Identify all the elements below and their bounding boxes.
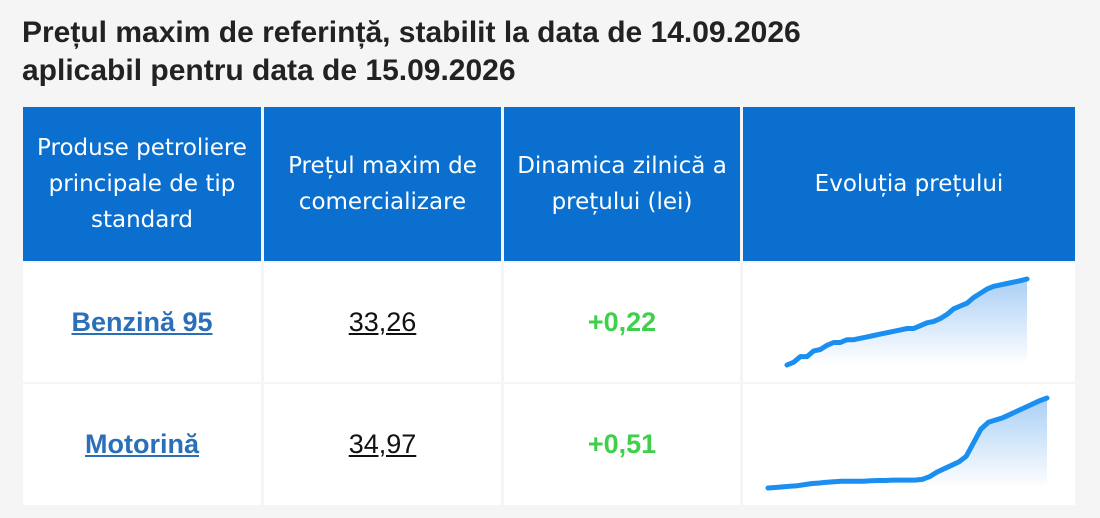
- price-link[interactable]: 33,26: [348, 307, 417, 337]
- sparkline-area: [787, 279, 1027, 365]
- header-price-evolution: Evoluția prețului: [743, 107, 1075, 261]
- title-line-2: aplicabil pentru data de 15.09.2026: [22, 54, 516, 87]
- table-row-product-cell: Benzină 95: [23, 263, 261, 382]
- header-products: Produse petroliere principale de tip sta…: [23, 107, 261, 261]
- table-row-chart-cell: [743, 384, 1075, 505]
- table-row-chart-cell: [743, 263, 1075, 382]
- daily-change-value: +0,22: [587, 307, 657, 337]
- price-link[interactable]: 34,97: [348, 429, 417, 459]
- sparkline-area: [768, 398, 1047, 488]
- sparkline-chart: [765, 395, 1050, 491]
- title-line-1: Prețul maxim de referință, stabilit la d…: [22, 16, 801, 49]
- sparkline-chart: [784, 276, 1030, 368]
- sparkline-line: [765, 395, 1050, 491]
- table-row-delta-cell: +0,51: [504, 384, 740, 505]
- header-daily-change: Dinamica zilnică a prețului (lei): [504, 107, 740, 261]
- table-row-product-cell: Motorină: [23, 384, 261, 505]
- product-link[interactable]: Benzină 95: [71, 307, 213, 337]
- daily-change-value: +0,51: [587, 429, 657, 459]
- table-row-delta-cell: +0,22: [504, 263, 740, 382]
- product-link[interactable]: Motorină: [85, 429, 199, 459]
- sparkline-line: [784, 276, 1030, 368]
- header-max-price: Prețul maxim de comercializare: [264, 107, 501, 261]
- table-row-price-cell: 34,97: [264, 384, 501, 505]
- price-table: Produse petroliere principale de tip sta…: [23, 107, 1075, 505]
- page-title: Prețul maxim de referință, stabilit la d…: [22, 14, 801, 90]
- table-row-price-cell: 33,26: [264, 263, 501, 382]
